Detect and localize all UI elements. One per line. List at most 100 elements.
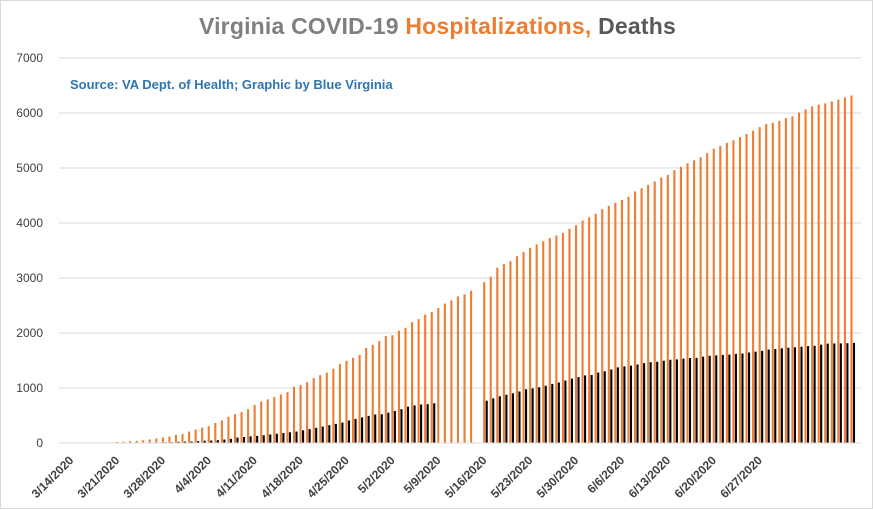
bar-deaths (394, 411, 396, 443)
bar-deaths (636, 364, 638, 443)
bar-deaths (374, 415, 376, 443)
bar-deaths (492, 398, 494, 443)
bar-hospitalizations (418, 319, 420, 443)
bar-hospitalizations (837, 100, 839, 443)
bar-hospitalizations (818, 105, 820, 443)
bar-deaths (558, 383, 560, 443)
bar-hospitalizations (273, 397, 275, 443)
x-tick-label: 4/4/2020 (171, 453, 214, 496)
bar-deaths (623, 366, 625, 443)
bar-hospitalizations (745, 134, 747, 443)
bar-hospitalizations (437, 308, 439, 443)
bar-deaths (420, 405, 422, 444)
bar-deaths (250, 436, 252, 443)
bar-deaths (669, 360, 671, 443)
x-tick-label: 6/20/2020 (671, 453, 719, 501)
bar-hospitalizations (181, 434, 183, 443)
bar-hospitalizations (385, 336, 387, 443)
bar-hospitalizations (365, 348, 367, 443)
bar-hospitalizations (732, 140, 734, 443)
bar-hospitalizations (726, 143, 728, 443)
bar-hospitalizations (831, 101, 833, 443)
bar-hospitalizations (785, 118, 787, 443)
bar-hospitalizations (149, 439, 151, 443)
x-tick-label: 4/11/2020 (213, 453, 260, 500)
bar-hospitalizations (450, 300, 452, 443)
bar-hospitalizations (772, 123, 774, 443)
bar-hospitalizations (529, 248, 531, 443)
y-tick-label: 3000 (16, 271, 43, 285)
bar-deaths (741, 354, 743, 443)
y-tick-label: 5000 (16, 161, 43, 175)
bar-deaths (505, 395, 507, 443)
bar-deaths (341, 423, 343, 443)
bar-hospitalizations (582, 221, 584, 443)
bar-deaths (230, 439, 232, 443)
bar-hospitalizations (352, 358, 354, 443)
bar-hospitalizations (759, 127, 761, 443)
bar-hospitalizations (621, 200, 623, 443)
bar-deaths (846, 343, 848, 443)
bar-hospitalizations (686, 163, 688, 443)
bar-hospitalizations (516, 256, 518, 443)
bar-hospitalizations (306, 382, 308, 443)
bar-deaths (532, 388, 534, 443)
x-tick-label: 5/16/2020 (442, 453, 490, 501)
bar-deaths (604, 371, 606, 443)
bar-deaths (486, 401, 488, 443)
bar-deaths (597, 373, 599, 443)
bar-deaths (584, 375, 586, 443)
bar-deaths (709, 356, 711, 443)
bar-deaths (322, 427, 324, 444)
bar-deaths (781, 348, 783, 443)
bar-deaths (564, 381, 566, 443)
bar-hospitalizations (601, 209, 603, 443)
bar-deaths (696, 358, 698, 443)
bar-hospitalizations (647, 185, 649, 443)
bar-hospitalizations (260, 401, 262, 443)
bar-hospitalizations (693, 160, 695, 443)
bar-hospitalizations (404, 328, 406, 443)
bar-hospitalizations (267, 399, 269, 443)
bar-hospitalizations (254, 405, 256, 443)
bar-hospitalizations (227, 417, 229, 443)
bar-deaths (551, 384, 553, 443)
bar-deaths (787, 348, 789, 443)
bar-deaths (243, 437, 245, 443)
bar-deaths (525, 389, 527, 443)
bar-deaths (295, 432, 297, 443)
bar-hospitalizations (562, 233, 564, 443)
bar-deaths (768, 350, 770, 444)
bar-deaths (302, 430, 304, 443)
x-tick-label: 3/28/2020 (121, 453, 169, 501)
bar-hospitalizations (326, 373, 328, 443)
bar-hospitalizations (627, 197, 629, 443)
bar-deaths (702, 357, 704, 443)
bar-hospitalizations (188, 432, 190, 443)
bar-hospitalizations (378, 341, 380, 443)
bar-deaths (617, 367, 619, 443)
bar-deaths (518, 391, 520, 443)
bar-deaths (807, 346, 809, 443)
bar-hospitalizations (208, 426, 210, 443)
bar-deaths (656, 362, 658, 443)
bar-hospitalizations (713, 149, 715, 443)
bar-hospitalizations (706, 153, 708, 443)
bar-hospitalizations (286, 392, 288, 443)
x-tick-label: 3/14/2020 (29, 453, 77, 501)
bar-deaths (571, 379, 573, 443)
bar-hospitalizations (411, 322, 413, 443)
bar-deaths (328, 425, 330, 443)
bar-hospitalizations (844, 97, 846, 443)
bar-hospitalizations (195, 429, 197, 443)
bar-hospitalizations (175, 435, 177, 443)
x-tick-label: 5/2/2020 (355, 453, 398, 496)
bar-deaths (833, 343, 835, 443)
y-tick-label: 7000 (16, 51, 43, 65)
bar-deaths (591, 375, 593, 443)
bar-hospitalizations (752, 131, 754, 443)
bar-deaths (282, 433, 284, 443)
y-tick-label: 6000 (16, 106, 43, 120)
x-tick-label: 5/9/2020 (401, 453, 444, 496)
bar-hospitalizations (372, 345, 374, 443)
